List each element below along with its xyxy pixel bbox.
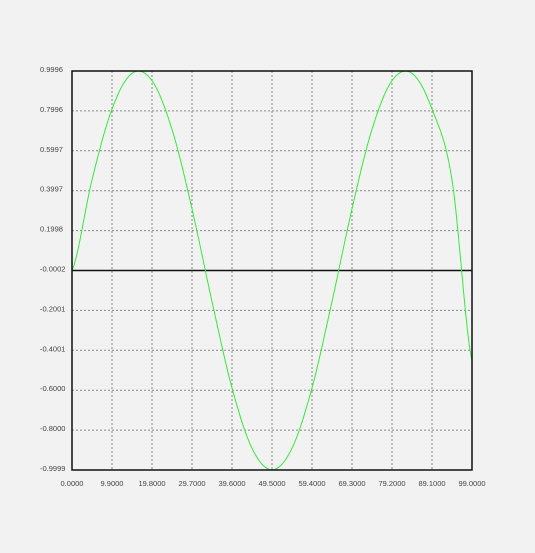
x-tick-label: 99.0000	[458, 479, 485, 488]
x-tick-label: 29.7000	[178, 479, 205, 488]
y-tick-label: -0.8000	[40, 424, 65, 433]
x-tick-label: 59.4000	[298, 479, 325, 488]
x-tick-label: 69.3000	[338, 479, 365, 488]
x-tick-label: 0.0000	[61, 479, 84, 488]
y-tick-label: 0.3997	[40, 185, 63, 194]
y-tick-label: 0.1998	[40, 225, 63, 234]
y-tick-label: 0.5997	[40, 145, 63, 154]
y-tick-label: -0.2001	[40, 304, 65, 313]
y-tick-label: 0.9996	[40, 65, 63, 74]
x-tick-label: 9.9000	[101, 479, 124, 488]
x-tick-label: 39.6000	[218, 479, 245, 488]
y-axis-ticks: 0.9996 0.7996 0.5997 0.3997 0.1998 -0.0002 -0.…	[40, 65, 65, 473]
x-tick-label: 89.1000	[418, 479, 445, 488]
y-tick-label: -0.6000	[40, 384, 65, 393]
plot-frame	[71, 70, 473, 471]
y-tick-label: -0.0002	[40, 265, 65, 274]
y-tick-label: -0.9999	[40, 464, 65, 473]
y-tick-label: -0.4001	[40, 344, 65, 353]
y-tick-label: 0.7996	[40, 105, 63, 114]
x-tick-label: 49.5000	[258, 479, 285, 488]
x-axis-ticks: 0.0000 9.9000 19.8000 29.7000 39.6000 49.5000…	[61, 479, 486, 488]
x-tick-label: 19.8000	[138, 479, 165, 488]
x-tick-label: 79.2000	[378, 479, 405, 488]
